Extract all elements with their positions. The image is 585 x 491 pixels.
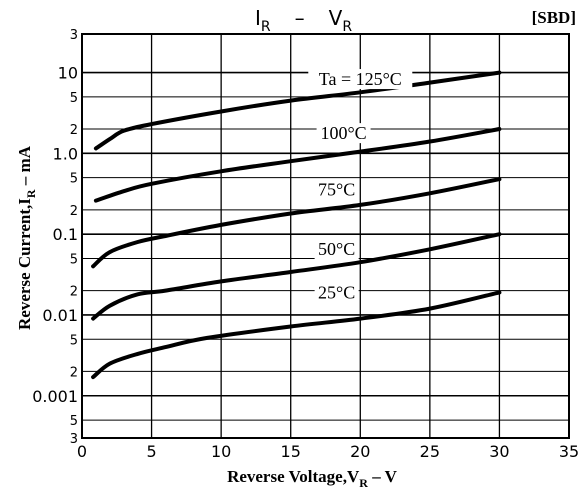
x-tick-label-5: 5	[146, 442, 156, 461]
chart-tag: [SBD]	[532, 8, 576, 27]
x-axis-label-sub: R	[359, 476, 368, 490]
series-line-0	[93, 70, 502, 151]
title-sep: –	[295, 6, 305, 30]
x-axis-label: Reverse Voltage,VR – V	[227, 467, 398, 490]
x-axis-label-main: Reverse Voltage,V	[227, 467, 360, 486]
title-vr-sub: R	[342, 19, 352, 35]
chart-title: IR – VR	[255, 6, 352, 35]
y-tick-label-minor: 5	[70, 172, 78, 187]
x-tick-label-35: 35	[559, 442, 579, 461]
y-tick-label-minor: 5	[70, 252, 78, 267]
curves	[91, 70, 502, 380]
y-tick-label-minor: 2	[70, 285, 78, 300]
series-label-4: 25°C	[318, 282, 355, 302]
y-tick-label-minor: 3	[70, 28, 78, 43]
series-label-bg-3	[314, 239, 359, 260]
series-label-1: 100°C	[320, 123, 366, 143]
x-axis-label-unit: – V	[368, 467, 398, 486]
tick-labels: 0 5 10 15 20 25 30 350.0010.010.11.010352525252…	[32, 28, 579, 461]
series-label-bg-1	[316, 123, 371, 144]
series-line-4	[91, 290, 502, 380]
x-tick-label-15: 15	[281, 442, 301, 461]
y-tick-label-major: 1.0	[53, 144, 78, 163]
series-label-2: 75°C	[318, 180, 355, 200]
x-tick-label-30: 30	[489, 442, 509, 461]
x-tick-label-25: 25	[420, 442, 440, 461]
y-axis-label-sub: R	[24, 189, 38, 198]
y-tick-label-major: 0.1	[53, 225, 78, 244]
y-axis-label-main: Reverse Current,I	[15, 198, 34, 330]
series-label-bg-4	[314, 282, 359, 303]
x-tick-label-10: 10	[211, 442, 231, 461]
y-tick-label-minor: 2	[70, 123, 78, 138]
title-ir-sub: R	[261, 19, 271, 35]
y-tick-label-major: 0.01	[42, 306, 78, 325]
curve-labels: Ta = 125°C 100°C 75°C 50°C 25°C	[308, 69, 413, 303]
series-label-bg-2	[314, 179, 359, 200]
y-tick-label-minor: 2	[70, 204, 78, 219]
y-tick-label-minor: 5	[70, 414, 78, 429]
x-tick-label-0: 0	[77, 442, 87, 461]
series-line-1	[93, 127, 502, 203]
title-vr: V	[329, 6, 343, 30]
plot-frame	[81, 33, 570, 439]
y-tick-label-major: 0.001	[32, 387, 78, 406]
series-label-bg-0	[308, 69, 413, 90]
y-tick-label-minor: 5	[70, 333, 78, 348]
series-label-3: 50°C	[318, 239, 355, 259]
y-tick-label-major: 10	[58, 64, 78, 83]
title-ir: I	[255, 6, 261, 30]
y-axis-label-unit: – mA	[15, 145, 34, 189]
series-label-0: Ta = 125°C	[319, 69, 402, 89]
y-tick-label-minor: 3	[70, 432, 78, 447]
y-axis-label: Reverse Current,IR – mA	[15, 145, 38, 330]
y-tick-label-minor: 5	[70, 91, 78, 106]
x-tick-label-20: 20	[350, 442, 370, 461]
y-tick-label-minor: 2	[70, 365, 78, 380]
series-line-2	[91, 177, 502, 269]
series-line-3	[91, 232, 502, 321]
